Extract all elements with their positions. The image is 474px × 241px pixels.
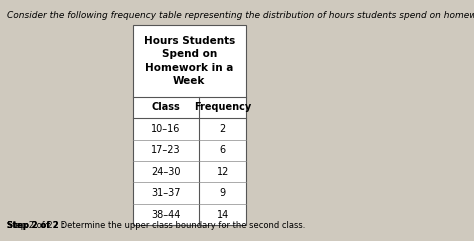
Text: Hours Students
Spend on
Homework in a
Week: Hours Students Spend on Homework in a We… bbox=[144, 36, 235, 86]
Text: Class: Class bbox=[152, 102, 181, 112]
Text: 10–16: 10–16 bbox=[151, 124, 181, 134]
Text: 24–30: 24–30 bbox=[151, 167, 181, 177]
Bar bbox=[133, 25, 246, 225]
Text: Step 2 of 2 :: Step 2 of 2 : bbox=[8, 221, 65, 230]
Text: 38–44: 38–44 bbox=[151, 210, 181, 220]
Text: Frequency: Frequency bbox=[194, 102, 251, 112]
Text: 17–23: 17–23 bbox=[151, 145, 181, 155]
Text: Step 2 of 2 :: Step 2 of 2 : bbox=[8, 221, 65, 230]
Text: Step 2 of 2 : Determine the upper class boundary for the second class.: Step 2 of 2 : Determine the upper class … bbox=[8, 221, 306, 230]
Text: 9: 9 bbox=[219, 188, 226, 198]
Text: 31–37: 31–37 bbox=[151, 188, 181, 198]
Text: 12: 12 bbox=[217, 167, 229, 177]
Text: 6: 6 bbox=[219, 145, 226, 155]
Text: 14: 14 bbox=[217, 210, 229, 220]
Text: 2: 2 bbox=[219, 124, 226, 134]
Text: Consider the following frequency table representing the distribution of hours st: Consider the following frequency table r… bbox=[8, 11, 474, 20]
